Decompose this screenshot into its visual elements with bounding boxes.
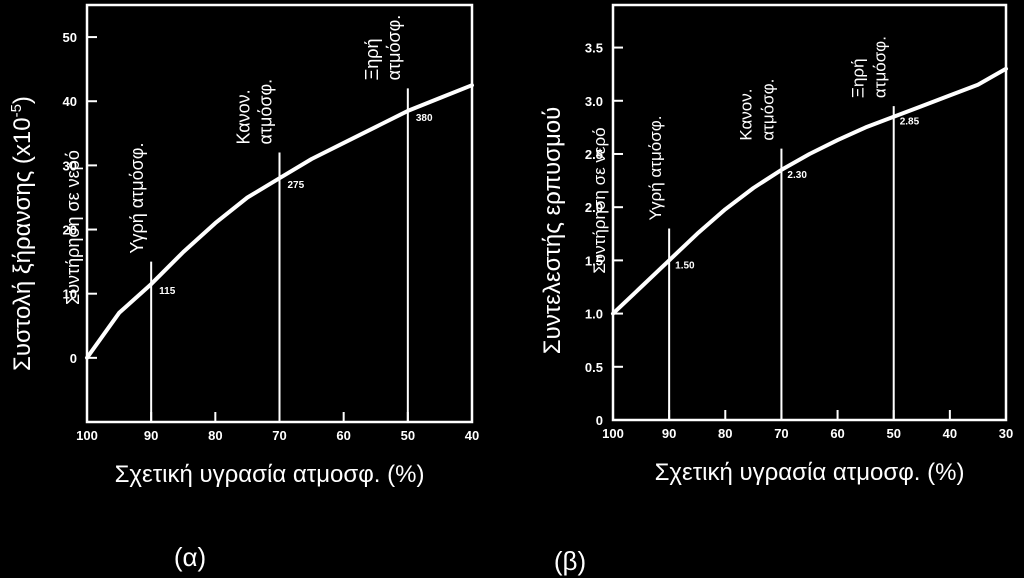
marker-label: ατμόσφ.	[256, 79, 276, 145]
x-tick-label: 90	[662, 426, 676, 441]
marker-label: Υγρή ατμόσφ.	[646, 116, 665, 221]
x-axis-label: Σχετική υγρασία ατμοσφ. (%)	[115, 461, 425, 488]
y-tick-label: 0	[596, 413, 603, 428]
chart-panel-1: 0 10 20 30 40 50 100 90 80 70 60 50 40 Συντήρηση σε ν…	[8, 3, 479, 572]
marker-label: Ξηρή	[849, 58, 868, 98]
x-tick-label: 80	[718, 426, 732, 441]
data-label: 275	[288, 180, 305, 191]
marker-label: Κανον.	[736, 89, 755, 141]
x-tick-label: 100	[602, 426, 624, 441]
x-tick-label: 60	[830, 426, 844, 441]
y-tick-label: 50	[63, 30, 77, 45]
x-tick-label: 60	[336, 428, 350, 443]
data-label: 115	[159, 286, 176, 297]
y-tick-label: 30	[63, 158, 77, 173]
y-tick-label: 3.5	[585, 41, 603, 56]
panel-label: (α)	[174, 542, 206, 572]
y-tick-label: 40	[63, 94, 77, 109]
marker-label: ατμόσφ.	[384, 15, 404, 81]
y-axis-label: Συστολή ξήρανσης (x10-5)	[8, 96, 36, 371]
marker-label: Συντήρηση σε νερό	[63, 150, 83, 305]
x-tick-label: 70	[272, 428, 286, 443]
curve-line	[611, 66, 1008, 316]
y-tick-label: 1.0	[585, 307, 603, 322]
data-label: 1.50	[675, 260, 695, 271]
y-tick-label: 10	[63, 287, 77, 302]
x-tick-label: 30	[999, 426, 1013, 441]
y-tick-label: 0	[70, 351, 77, 366]
y-tick-label: 2.5	[585, 147, 603, 162]
marker-label: Ξηρή	[362, 38, 382, 80]
x-tick-label: 50	[401, 428, 415, 443]
data-label: 2.85	[900, 117, 920, 128]
x-tick-label: 80	[208, 428, 222, 443]
x-tick-label: 90	[144, 428, 158, 443]
curve-line	[85, 83, 474, 360]
x-axis-label: Σχετική υγρασία ατμοσφ. (%)	[655, 459, 965, 486]
marker-label: ατμόσφ.	[758, 79, 777, 141]
y-axis-label: Συντελεστής ερπυσμού	[539, 107, 566, 355]
y-tick-label: 3.0	[585, 94, 603, 109]
data-label: 380	[416, 113, 433, 124]
marker-label: ατμόσφ.	[871, 36, 890, 98]
y-tick-label: 0.5	[585, 360, 603, 375]
x-tick-label: 100	[76, 428, 98, 443]
marker-label: Συντήρηση σε νερό	[590, 127, 609, 273]
plot-frame	[611, 3, 1008, 422]
panel-label: (β)	[554, 546, 586, 576]
x-tick-label: 40	[465, 428, 479, 443]
x-tick-label: 40	[943, 426, 957, 441]
chart-panel-2: 0 0.5 1.0 1.5 2.0 2.5 3.0 3.5 100 90 80 70 60 50 40 30 Σ…	[539, 3, 1013, 576]
data-label: 2.30	[787, 170, 807, 181]
marker-label: Κανον.	[234, 89, 254, 144]
y-tick-label: 20	[63, 223, 77, 238]
marker-label: Υγρή ατμόσφ.	[127, 143, 147, 254]
y-tick-label: 1.5	[585, 253, 603, 268]
x-tick-label: 70	[774, 426, 788, 441]
x-tick-label: 50	[886, 426, 900, 441]
y-tick-label: 2.0	[585, 200, 603, 215]
